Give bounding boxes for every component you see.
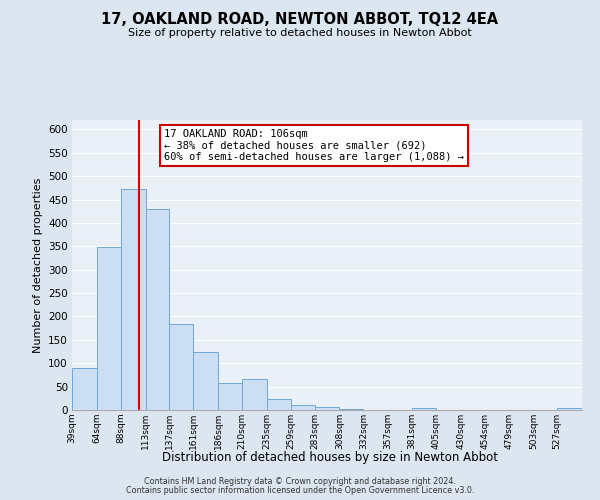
Text: 17 OAKLAND ROAD: 106sqm
← 38% of detached houses are smaller (692)
60% of semi-d: 17 OAKLAND ROAD: 106sqm ← 38% of detache… [164, 128, 464, 162]
Text: Contains HM Land Registry data © Crown copyright and database right 2024.: Contains HM Land Registry data © Crown c… [144, 477, 456, 486]
Text: Distribution of detached houses by size in Newton Abbot: Distribution of detached houses by size … [162, 451, 498, 464]
Text: Contains public sector information licensed under the Open Government Licence v3: Contains public sector information licen… [126, 486, 474, 495]
Bar [557, 408, 582, 410]
Y-axis label: Number of detached properties: Number of detached properties [32, 178, 43, 352]
Bar [340, 409, 363, 410]
Text: 17, OAKLAND ROAD, NEWTON ABBOT, TQ12 4EA: 17, OAKLAND ROAD, NEWTON ABBOT, TQ12 4EA [101, 12, 499, 28]
Bar [193, 352, 218, 410]
Bar [146, 209, 169, 410]
Bar [169, 324, 193, 410]
Bar [267, 399, 291, 410]
Bar [412, 408, 436, 410]
Bar [72, 368, 97, 410]
Bar [314, 406, 340, 410]
Bar [291, 405, 314, 410]
Bar [218, 384, 242, 410]
Bar [121, 189, 146, 410]
Bar [97, 247, 121, 410]
Text: Size of property relative to detached houses in Newton Abbot: Size of property relative to detached ho… [128, 28, 472, 38]
Bar [242, 378, 267, 410]
